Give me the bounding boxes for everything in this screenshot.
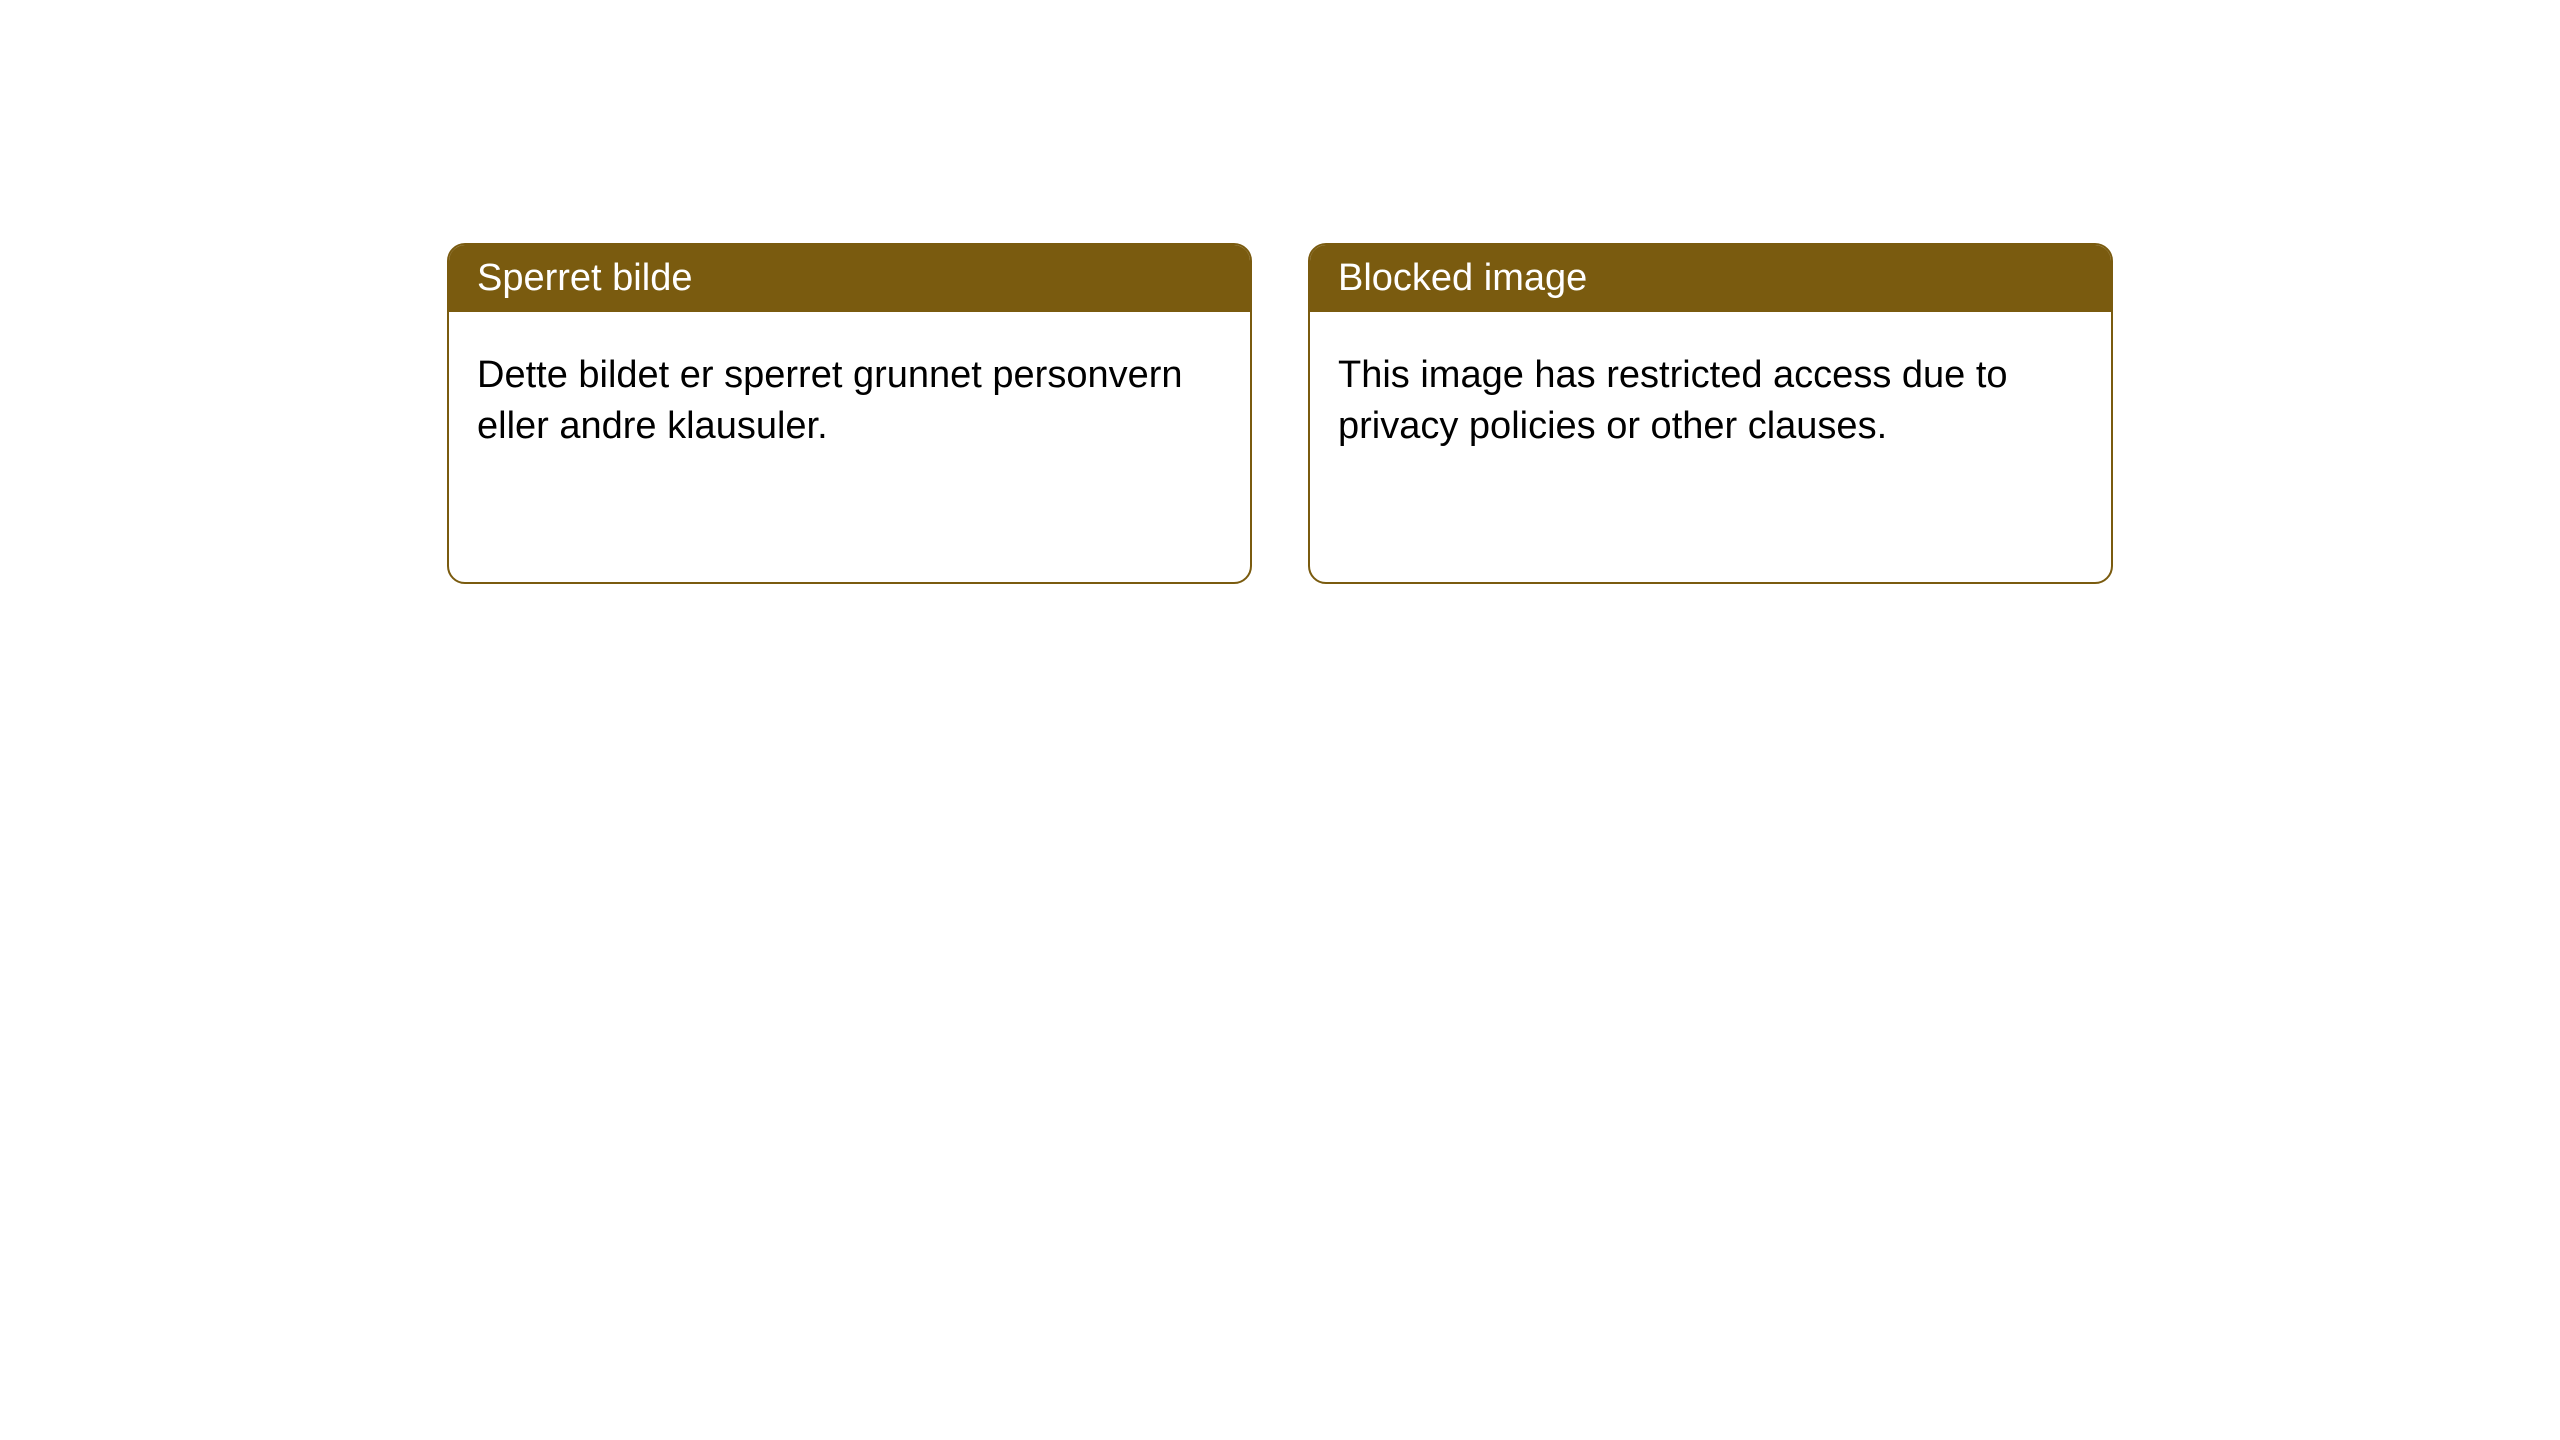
card-body-text: Dette bildet er sperret grunnet personve…	[477, 354, 1183, 447]
card-title: Sperret bilde	[477, 257, 692, 299]
notice-cards-container: Sperret bilde Dette bildet er sperret gr…	[0, 0, 2560, 584]
card-body: Dette bildet er sperret grunnet personve…	[449, 312, 1250, 582]
card-header: Blocked image	[1310, 245, 2111, 312]
notice-card-english: Blocked image This image has restricted …	[1308, 243, 2113, 584]
card-body-text: This image has restricted access due to …	[1338, 354, 2008, 447]
card-title: Blocked image	[1338, 257, 1587, 299]
card-header: Sperret bilde	[449, 245, 1250, 312]
notice-card-norwegian: Sperret bilde Dette bildet er sperret gr…	[447, 243, 1252, 584]
card-body: This image has restricted access due to …	[1310, 312, 2111, 582]
